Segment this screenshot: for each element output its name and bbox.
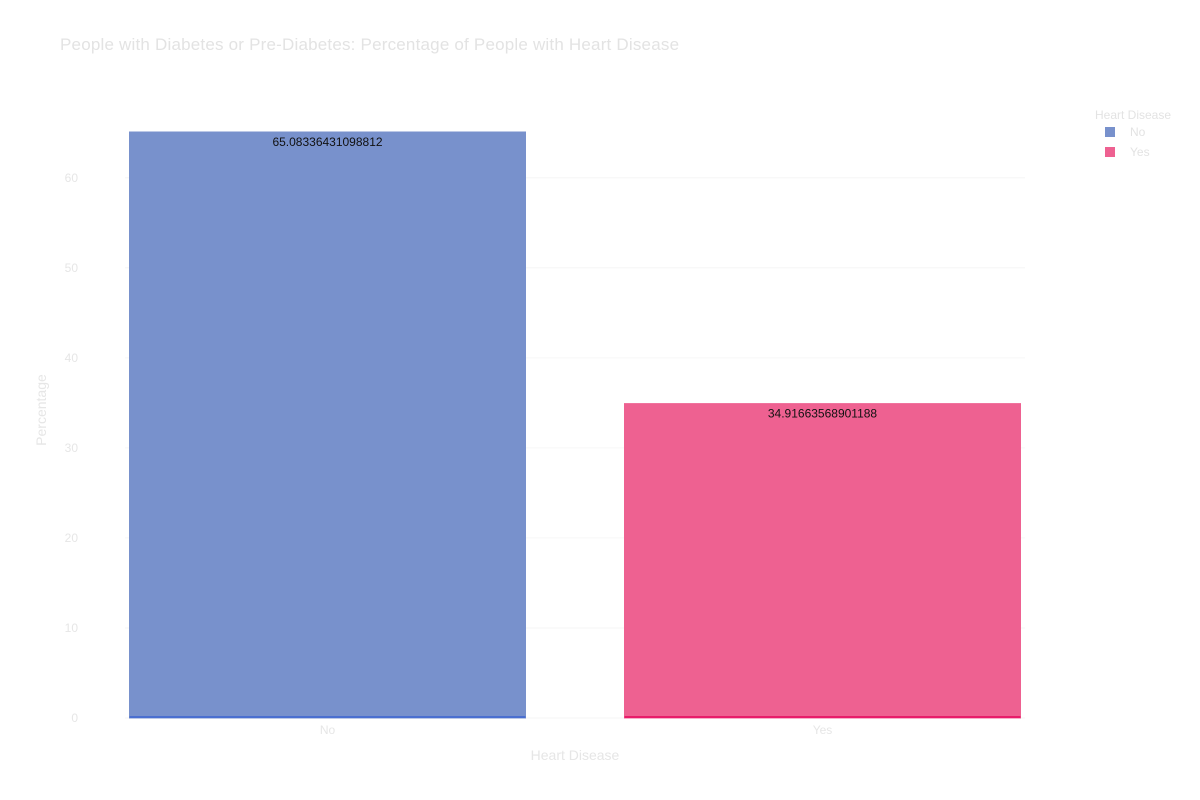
- bar-no: [129, 131, 526, 719]
- bars: [129, 131, 1021, 719]
- x-tick-label: No: [320, 723, 336, 737]
- legend-item-yes[interactable]: Yes: [1105, 145, 1150, 159]
- legend-label: Yes: [1130, 145, 1150, 159]
- y-tick-label: 40: [65, 351, 79, 365]
- x-tick-label: Yes: [813, 723, 833, 737]
- chart-title: People with Diabetes or Pre-Diabetes: Pe…: [60, 35, 679, 54]
- legend-item-no[interactable]: No: [1105, 125, 1146, 139]
- data-labels: 65.08336431098812 34.91663568901188: [272, 135, 877, 421]
- y-tick-label: 30: [65, 441, 79, 455]
- x-axis-ticks: No Yes: [320, 723, 832, 737]
- legend: Heart Disease No Yes: [1095, 108, 1171, 159]
- y-tick-label: 20: [65, 531, 79, 545]
- y-tick-label: 60: [65, 171, 79, 185]
- y-tick-label: 50: [65, 261, 79, 275]
- y-axis-title: Percentage: [33, 374, 49, 446]
- x-axis-title: Heart Disease: [531, 747, 620, 763]
- data-label: 65.08336431098812: [272, 135, 382, 149]
- bar-yes: [624, 403, 1021, 719]
- legend-swatch: [1105, 147, 1115, 157]
- legend-title: Heart Disease: [1095, 108, 1171, 122]
- legend-swatch: [1105, 127, 1115, 137]
- y-tick-label: 10: [65, 621, 79, 635]
- y-axis-ticks: 0 10 20 30 40 50 60: [65, 171, 79, 725]
- legend-label: No: [1130, 125, 1146, 139]
- y-tick-label: 0: [71, 711, 78, 725]
- data-label: 34.91663568901188: [768, 407, 878, 421]
